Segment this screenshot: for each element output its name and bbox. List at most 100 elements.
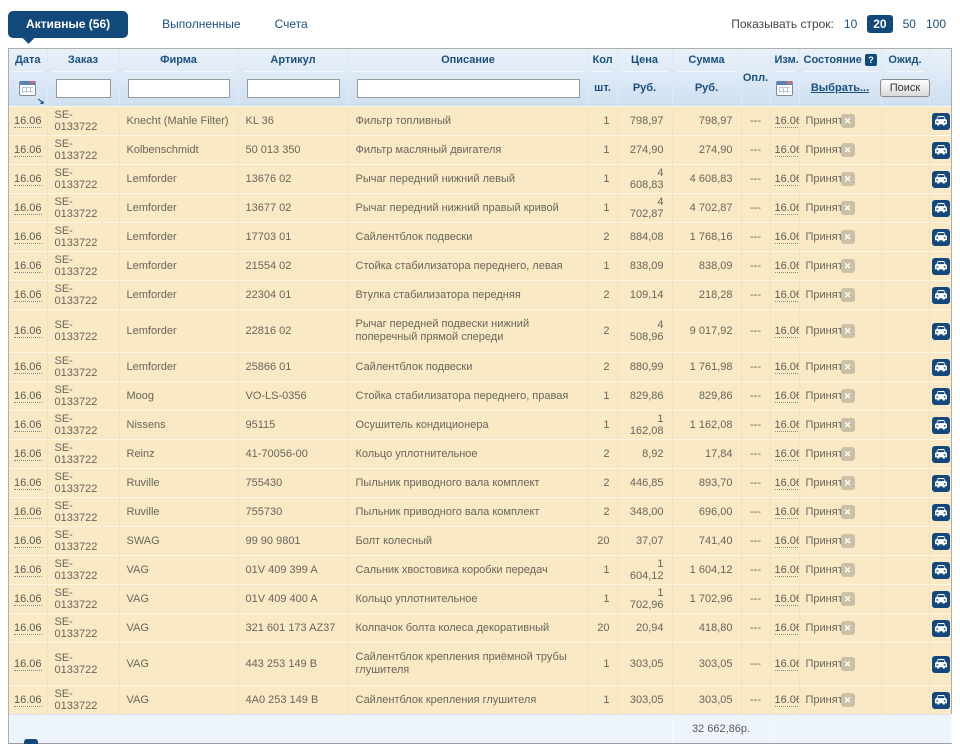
- row-changed-link[interactable]: 16.06: [775, 564, 800, 577]
- row-changed-link[interactable]: 16.06: [775, 694, 800, 707]
- firm-filter-input[interactable]: [128, 79, 230, 98]
- car-icon[interactable]: [932, 359, 950, 376]
- row-changed-link[interactable]: 16.06: [775, 477, 800, 490]
- cancel-x-icon[interactable]: ✕: [841, 657, 855, 671]
- cancel-x-icon[interactable]: ✕: [841, 172, 855, 186]
- cancel-x-icon[interactable]: ✕: [841, 693, 855, 707]
- cancel-x-icon[interactable]: ✕: [841, 592, 855, 606]
- article-filter-input[interactable]: [247, 79, 340, 98]
- cancel-x-icon[interactable]: ✕: [841, 288, 855, 302]
- car-icon[interactable]: [932, 591, 950, 608]
- row-date-link[interactable]: 16.06: [14, 231, 42, 244]
- row-date-link[interactable]: 16.06: [14, 622, 42, 635]
- tab-invoices[interactable]: Счета: [275, 17, 308, 31]
- row-changed-link[interactable]: 16.06: [775, 289, 800, 302]
- row-changed-link[interactable]: 16.06: [775, 231, 800, 244]
- car-icon[interactable]: [932, 171, 950, 188]
- row-changed-link[interactable]: 16.06: [775, 390, 800, 403]
- row-date-link[interactable]: 16.06: [14, 390, 42, 403]
- status-help-icon[interactable]: ?: [865, 54, 877, 66]
- row-changed-link[interactable]: 16.06: [775, 622, 800, 635]
- cancel-x-icon[interactable]: ✕: [841, 505, 855, 519]
- cancel-x-icon[interactable]: ✕: [841, 259, 855, 273]
- row-date-link[interactable]: 16.06: [14, 593, 42, 606]
- row-date-link[interactable]: 16.06: [14, 477, 42, 490]
- row-date-link[interactable]: 16.06: [14, 144, 42, 157]
- row-date-link[interactable]: 16.06: [14, 260, 42, 273]
- row-date-link[interactable]: 16.06: [14, 173, 42, 186]
- row-changed-link[interactable]: 16.06: [775, 260, 800, 273]
- row-date-link[interactable]: 16.06: [14, 202, 42, 215]
- tab-completed[interactable]: Выполненные: [162, 17, 240, 31]
- car-icon[interactable]: [932, 504, 950, 521]
- row-date-link[interactable]: 16.06: [14, 694, 42, 707]
- row-date-link[interactable]: 16.06: [14, 658, 42, 671]
- car-icon[interactable]: [932, 475, 950, 492]
- row-changed-link[interactable]: 16.06: [775, 593, 800, 606]
- rows-per-page-100[interactable]: 100: [926, 17, 946, 31]
- row-qty: 1: [588, 107, 617, 136]
- car-icon[interactable]: [932, 656, 950, 673]
- changed-filter-calendar-icon[interactable]: [776, 81, 793, 96]
- order-filter-input[interactable]: [56, 79, 111, 98]
- row-changed-link[interactable]: 16.06: [775, 173, 800, 186]
- car-icon[interactable]: [932, 692, 950, 709]
- description-filter-input[interactable]: [357, 79, 580, 98]
- row-changed-link[interactable]: 16.06: [775, 325, 800, 338]
- cancel-x-icon[interactable]: ✕: [841, 389, 855, 403]
- car-icon[interactable]: [932, 287, 950, 304]
- car-icon[interactable]: [932, 562, 950, 579]
- car-icon[interactable]: [932, 142, 950, 159]
- row-changed-link[interactable]: 16.06: [775, 448, 800, 461]
- row-changed-link[interactable]: 16.06: [775, 658, 800, 671]
- legend-car-icon[interactable]: [24, 739, 38, 744]
- row-date-link[interactable]: 16.06: [14, 506, 42, 519]
- row-changed-link[interactable]: 16.06: [775, 506, 800, 519]
- rows-per-page-20-selected[interactable]: 20: [867, 15, 892, 33]
- cancel-x-icon[interactable]: ✕: [841, 230, 855, 244]
- rows-per-page-10[interactable]: 10: [844, 17, 857, 31]
- cancel-x-icon[interactable]: ✕: [841, 476, 855, 490]
- car-icon[interactable]: [932, 200, 950, 217]
- car-icon[interactable]: [932, 533, 950, 550]
- row-changed-link[interactable]: 16.06: [775, 144, 800, 157]
- row-changed-link[interactable]: 16.06: [775, 361, 800, 374]
- cancel-x-icon[interactable]: ✕: [841, 418, 855, 432]
- status-choose-link[interactable]: Выбрать...: [811, 82, 869, 94]
- row-changed-link[interactable]: 16.06: [775, 115, 800, 128]
- cancel-x-icon[interactable]: ✕: [841, 201, 855, 215]
- cancel-x-icon[interactable]: ✕: [841, 447, 855, 461]
- cancel-x-icon[interactable]: ✕: [841, 621, 855, 635]
- rows-per-page-50[interactable]: 50: [903, 17, 916, 31]
- sort-arrow-icon[interactable]: ↘: [37, 96, 45, 107]
- car-icon[interactable]: [932, 229, 950, 246]
- car-icon[interactable]: [932, 258, 950, 275]
- row-date-link[interactable]: 16.06: [14, 535, 42, 548]
- row-changed-link[interactable]: 16.06: [775, 202, 800, 215]
- date-filter-calendar-icon[interactable]: [19, 81, 36, 96]
- row-date-link[interactable]: 16.06: [14, 448, 42, 461]
- car-icon[interactable]: [932, 323, 950, 340]
- row-date-link[interactable]: 16.06: [14, 325, 42, 338]
- car-icon[interactable]: [932, 620, 950, 637]
- cancel-x-icon[interactable]: ✕: [841, 324, 855, 338]
- search-button[interactable]: Поиск: [880, 79, 930, 97]
- cancel-x-icon[interactable]: ✕: [841, 143, 855, 157]
- row-date-link[interactable]: 16.06: [14, 419, 42, 432]
- cancel-x-icon[interactable]: ✕: [841, 534, 855, 548]
- cancel-x-icon[interactable]: ✕: [841, 360, 855, 374]
- car-icon[interactable]: [932, 417, 950, 434]
- row-date-link[interactable]: 16.06: [14, 361, 42, 374]
- row-changed-link[interactable]: 16.06: [775, 419, 800, 432]
- car-icon[interactable]: [932, 388, 950, 405]
- cancel-x-icon[interactable]: ✕: [841, 563, 855, 577]
- row-changed-cell: 16.06: [770, 281, 799, 310]
- row-changed-link[interactable]: 16.06: [775, 535, 800, 548]
- row-date-link[interactable]: 16.06: [14, 115, 42, 128]
- tab-active-orders[interactable]: Активные (56): [8, 11, 128, 38]
- cancel-x-icon[interactable]: ✕: [841, 114, 855, 128]
- car-icon[interactable]: [932, 446, 950, 463]
- car-icon[interactable]: [932, 113, 950, 130]
- row-date-link[interactable]: 16.06: [14, 564, 42, 577]
- row-date-link[interactable]: 16.06: [14, 289, 42, 302]
